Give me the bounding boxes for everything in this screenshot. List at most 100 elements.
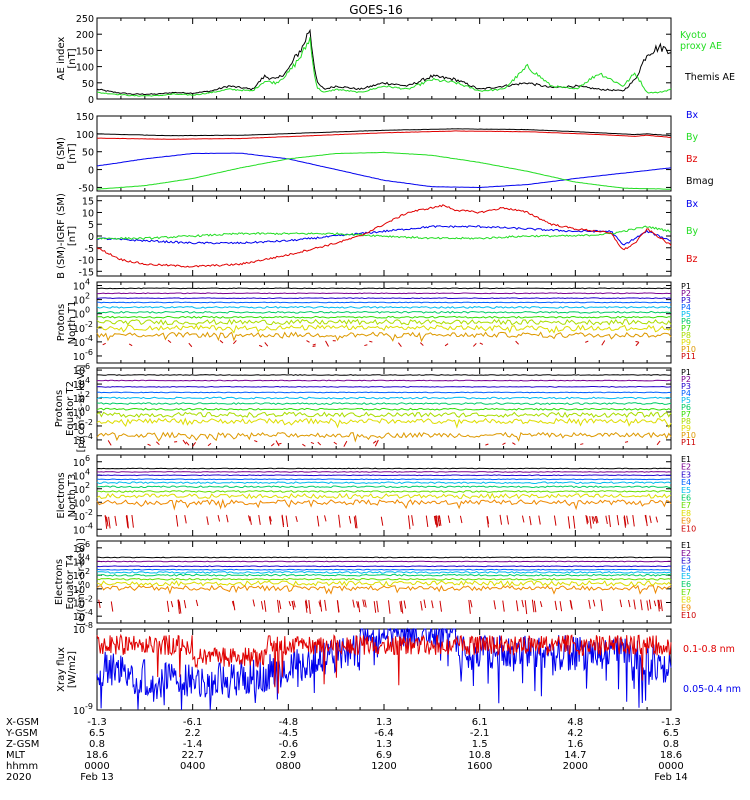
legend-label: E4 (681, 564, 691, 573)
series-dropout (195, 599, 199, 607)
series-fragment (232, 340, 237, 345)
series-dropout (434, 515, 438, 528)
series-fragment (512, 442, 516, 445)
y-tick-label: 10 (73, 498, 85, 509)
series-dropout (589, 516, 592, 529)
series-dropout (435, 515, 439, 527)
legend-label: Themis AE (684, 72, 735, 83)
series-fragment (502, 442, 506, 446)
y-tick-label: 10 (73, 512, 85, 523)
y-tick-label: 10 (73, 525, 85, 536)
series-dropout (585, 515, 588, 525)
series-dropout (260, 601, 264, 610)
legend-label: E1 (681, 455, 691, 464)
axis-row-value: 0000 (658, 761, 683, 772)
series-fragment (207, 443, 212, 447)
series-dropout (353, 516, 357, 529)
y-tick-exponent: -4 (85, 608, 93, 617)
series-dropout (592, 599, 596, 607)
y-tick-label: 10 (73, 585, 85, 596)
legend-label: E5 (681, 486, 691, 495)
series-dropout (357, 601, 361, 613)
series-dropout (515, 600, 519, 612)
series-channel-p10 (96, 431, 672, 443)
series-dropout (591, 516, 595, 524)
series-dropout (125, 515, 129, 528)
series-dropout (98, 599, 101, 609)
y-axis-label: Protons (54, 390, 65, 427)
legend-label: Bx (686, 199, 699, 210)
series-channel-p4 (96, 391, 672, 394)
series-dropout (632, 515, 635, 527)
y-tick-label: 250 (76, 14, 94, 25)
y-tick-label: 100 (76, 130, 94, 141)
y-tick-exponent: 0 (85, 306, 90, 315)
y-axis-label: North T3 (67, 474, 78, 518)
series-dropout (533, 600, 537, 613)
y-tick-exponent: 4 (85, 376, 90, 385)
legend-label: Bx (686, 110, 699, 121)
series-dropout (268, 516, 272, 525)
series-channel-p8 (96, 318, 672, 326)
y-tick-label: 10 (73, 458, 85, 469)
y-tick-exponent: -4 (85, 432, 93, 441)
series-fragment (333, 441, 338, 445)
axis-row-value: 6.5 (89, 728, 105, 739)
series-channel-p8 (96, 411, 672, 419)
series-channel-p6 (96, 310, 672, 314)
series-fragment (369, 340, 373, 343)
series-fragment (374, 439, 379, 447)
legend-label: E3 (681, 557, 691, 566)
axis-row-label: Z-GSM (6, 739, 39, 750)
y-tick-label: -50 (78, 183, 94, 194)
series-dropout (592, 516, 596, 522)
y-axis-label: B (SM) (56, 137, 67, 170)
y-tick-exponent: -2 (85, 418, 93, 427)
series-fragment (312, 343, 316, 346)
series-dropout (108, 516, 111, 529)
y-tick-exponent: 0 (85, 581, 90, 590)
y-tick-exponent: -6 (85, 348, 93, 357)
series-fragment (419, 342, 424, 346)
legend-label: E3 (681, 470, 691, 479)
axis-row-value: 18.6 (660, 750, 682, 761)
series-channel-p2 (97, 379, 672, 382)
y-tick-label: 50 (82, 148, 94, 159)
series-fragment (580, 443, 584, 445)
series-fragment (182, 439, 187, 445)
y-axis-label: [nT] (67, 226, 78, 246)
series-dropout (355, 515, 358, 529)
axis-row-value: -1.4 (183, 739, 203, 750)
y-tick-label: 10 (73, 352, 85, 363)
series-fragment (585, 340, 589, 343)
y-tick-label: 50 (82, 79, 94, 90)
series-fragment (275, 440, 280, 447)
series-fragment (107, 440, 112, 446)
series-channel-p1 (97, 374, 672, 376)
series-dropout (336, 600, 340, 613)
y-tick-exponent: -2 (85, 320, 93, 329)
axis-row-value: -6.1 (183, 717, 203, 728)
series-dropout (628, 599, 631, 608)
series-fragment (444, 343, 449, 347)
axis-row-value: 0800 (276, 761, 301, 772)
series-dropout (649, 515, 652, 524)
series-fragment (656, 440, 661, 446)
series-dropout (170, 600, 174, 608)
series-fragment (472, 343, 477, 347)
series-channel-e7 (96, 577, 672, 581)
y-tick-label: 10 (73, 544, 85, 555)
axis-row-value: 1.5 (472, 739, 488, 750)
series-dropout (252, 599, 256, 607)
y-tick-label: 100 (76, 63, 94, 74)
series-dropout (399, 601, 402, 613)
legend-label: P10 (681, 431, 696, 440)
axis-row-value: 1.3 (376, 739, 392, 750)
series-line-bz (96, 130, 672, 140)
series-dropout (277, 599, 280, 613)
series-dropout (324, 515, 327, 522)
series-dropout (616, 515, 620, 526)
series-dropout (248, 515, 251, 522)
legend-label: proxy AE (680, 41, 722, 52)
series-dropout (431, 600, 434, 609)
